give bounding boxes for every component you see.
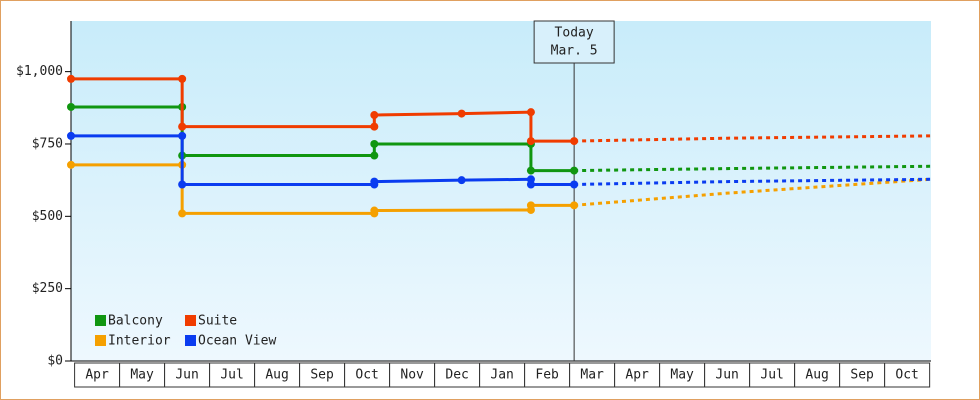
point: [370, 177, 379, 186]
x-tick-box: [884, 362, 931, 388]
forecast-line: [574, 164, 932, 173]
point: [178, 131, 187, 140]
legend-label: Balcony: [108, 314, 163, 329]
point: [370, 111, 379, 120]
point: [178, 122, 187, 131]
point: [570, 137, 579, 146]
x-tick-label: Jul: [220, 368, 243, 383]
forecast-line: [574, 177, 932, 186]
x-tick-label: Jun: [175, 368, 198, 383]
point: [526, 137, 535, 146]
today-box: [533, 20, 615, 64]
x-tick-box: [299, 362, 346, 388]
y-tick-label: $250: [32, 281, 63, 296]
point: [570, 166, 579, 175]
x-tick-label: Apr: [85, 368, 109, 383]
point: [178, 209, 187, 218]
today-label: Today: [555, 26, 594, 41]
x-tick-label: Dec: [445, 368, 468, 383]
point: [67, 131, 75, 140]
plot-area: [71, 21, 931, 361]
point: [526, 108, 535, 117]
x-tick-box: [254, 362, 301, 388]
x-tick-box: [434, 362, 481, 388]
legend-swatch: [185, 335, 196, 346]
x-tick-label: May: [670, 368, 694, 383]
x-tick-label: May: [130, 368, 154, 383]
y-tick-label: $1,000: [16, 64, 63, 79]
point: [67, 102, 75, 111]
x-tick-label: Jul: [760, 368, 783, 383]
legend-swatch: [95, 335, 106, 346]
x-tick-label: Aug: [265, 368, 288, 383]
point: [526, 201, 535, 210]
point: [370, 139, 379, 148]
legend-swatch: [185, 315, 196, 326]
x-tick-box: [209, 362, 256, 388]
x-tick-label: Jan: [490, 368, 513, 383]
x-tick-box: [749, 362, 796, 388]
x-tick-label: Sep: [310, 368, 334, 383]
x-tick-box: [119, 362, 166, 388]
y-tick-label: $750: [32, 136, 63, 151]
point: [178, 180, 187, 189]
point: [370, 151, 379, 160]
x-tick-label: Sep: [850, 368, 874, 383]
x-tick-label: Jun: [715, 368, 738, 383]
point: [67, 74, 75, 83]
point: [457, 176, 466, 185]
x-tick-label: Oct: [895, 368, 918, 383]
point: [526, 166, 535, 175]
legend-label: Interior: [108, 334, 171, 349]
point: [370, 122, 379, 131]
x-tick-box: [794, 362, 841, 388]
x-tick-label: Nov: [400, 368, 424, 383]
x-tick-box: [74, 362, 121, 388]
forecast-line: [574, 177, 932, 207]
x-tick-label: Apr: [625, 368, 649, 383]
x-tick-label: Mar: [580, 368, 604, 383]
point: [370, 206, 379, 215]
legend-swatch: [95, 315, 106, 326]
x-tick-box: [659, 362, 706, 388]
y-tick-label: $500: [32, 209, 63, 224]
y-tick-label: $0: [47, 354, 63, 369]
point: [67, 160, 75, 169]
point: [457, 109, 466, 118]
point: [570, 180, 579, 189]
x-tick-label: Feb: [535, 368, 559, 383]
legend-label: Suite: [198, 314, 237, 329]
x-tick-box: [524, 362, 571, 388]
today-label: Mar. 5: [551, 44, 598, 59]
point: [570, 201, 579, 210]
point: [178, 74, 187, 83]
x-tick-box: [614, 362, 661, 388]
x-tick-label: Oct: [355, 368, 378, 383]
x-tick-box: [164, 362, 211, 388]
legend-label: Ocean View: [198, 334, 276, 349]
x-tick-label: Aug: [805, 368, 828, 383]
point: [526, 180, 535, 189]
forecast-line: [574, 134, 932, 143]
